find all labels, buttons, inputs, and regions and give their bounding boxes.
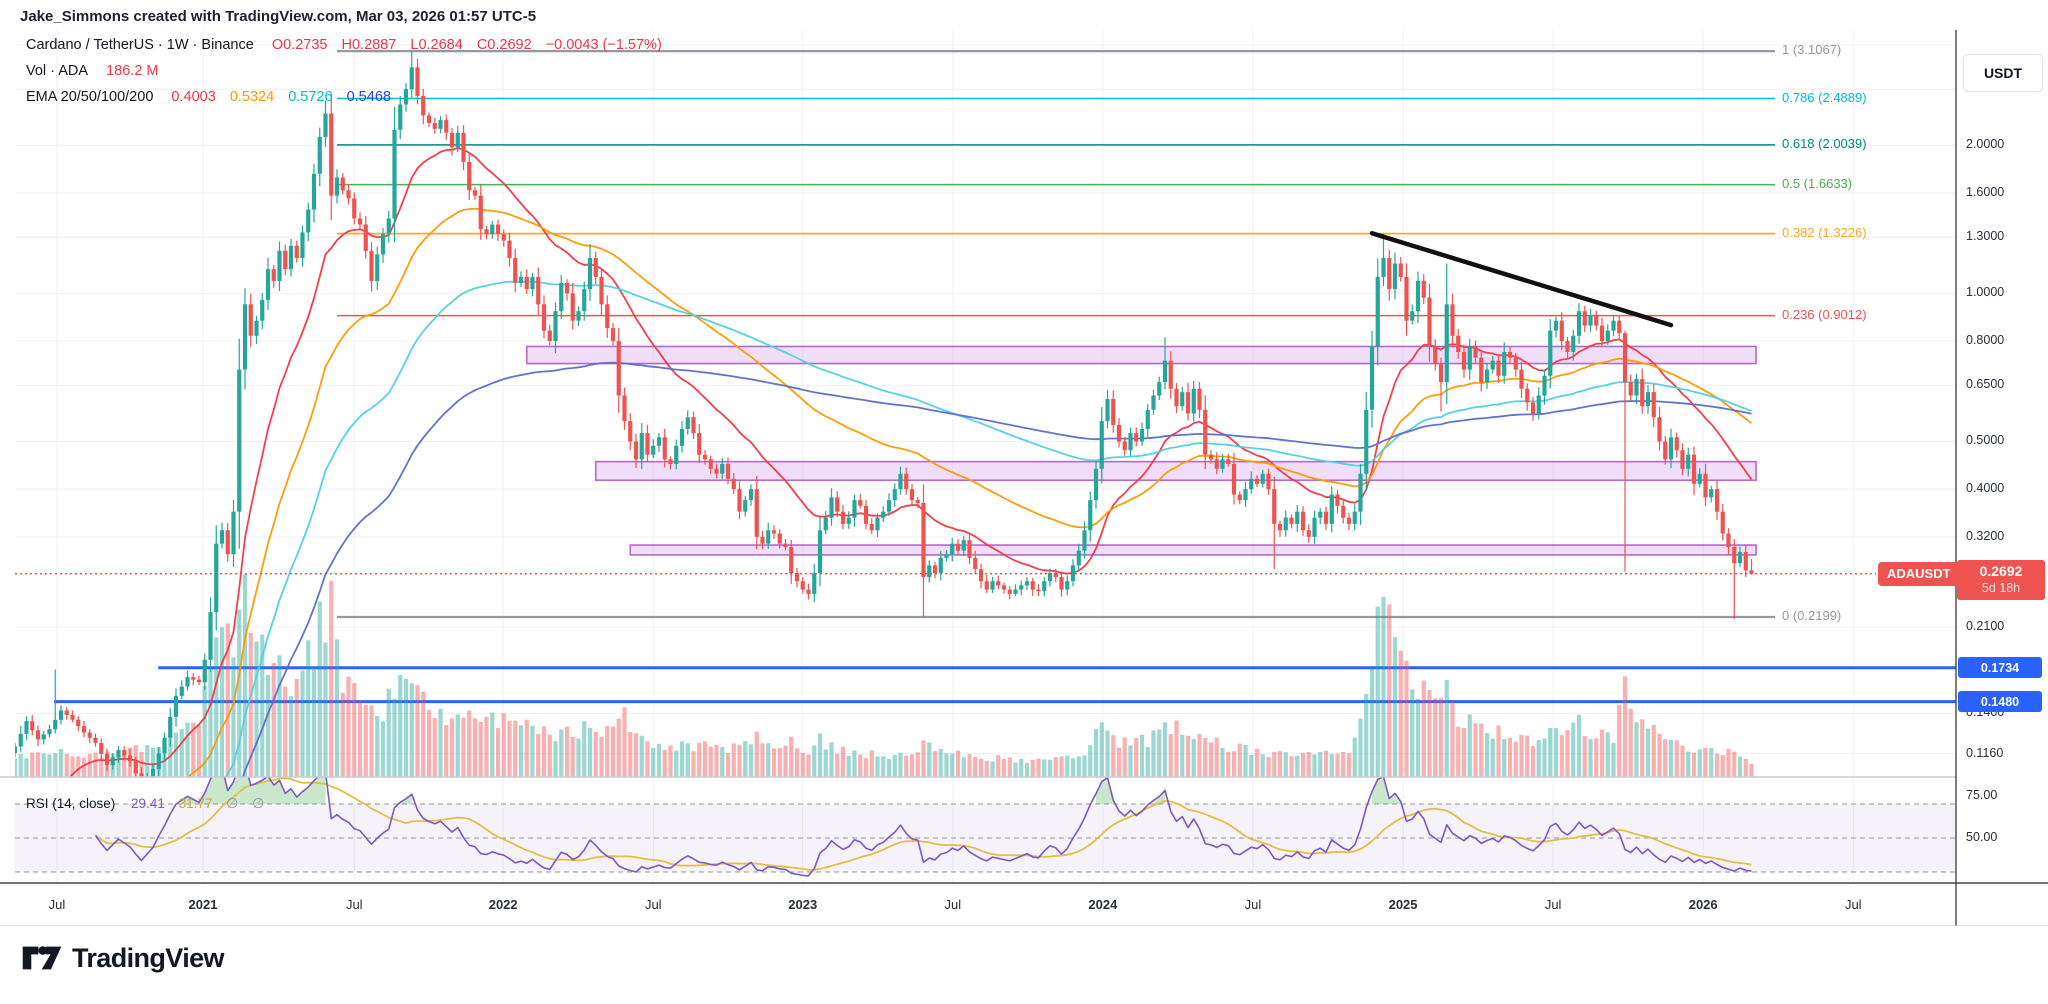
time-axis-label-2022: 2022: [488, 897, 518, 912]
last-price-symbol-label: ADAUSDT: [1878, 561, 1960, 586]
ema-20-value: 0.4003: [171, 89, 216, 105]
ema-50-value: 0.5324: [229, 89, 275, 105]
tradingview-logo-text: TradingView: [72, 942, 225, 973]
ema-legend-row: EMA 20/50/100/200 0.4003 0.5324 0.5726 0…: [26, 89, 401, 105]
attribution-text: Jake_Simmons created with TradingView.co…: [20, 8, 537, 25]
ema-label: EMA 20/50/100/200: [26, 89, 154, 105]
ohlc-close: C0.2692: [476, 37, 532, 53]
rsi-band-disabled-icon: ∅: [252, 795, 265, 811]
ohlc-low: L0.2684: [410, 37, 463, 53]
time-axis-label-Jul: Jul: [944, 897, 962, 912]
rsi-tick-label: 75.00: [1966, 787, 1998, 802]
price-tick-label: 1.6000: [1966, 184, 2005, 199]
price-tick-label: 0.2100: [1966, 618, 2005, 633]
ohlc-open: O0.2735: [271, 37, 328, 53]
fib-level-label-0.5: 0.5 (1.6633): [1782, 175, 1853, 191]
tradingview-logo[interactable]: TradingView: [22, 940, 225, 976]
ema-200-value: 0.5468: [346, 89, 391, 105]
fib-level-label-1: 1 (3.1067): [1782, 42, 1842, 58]
last-price-value: 0.2692: [1979, 562, 2023, 579]
time-axis-label-Jul: Jul: [1844, 897, 1862, 912]
price-tick-label: 0.5000: [1966, 433, 2005, 448]
currency-toggle-usdt[interactable]: USDT: [1963, 54, 2043, 92]
last-price-axis-badge: 0.2692 5d 18h: [1957, 559, 2045, 600]
fib-level-label-0.786: 0.786 (2.4889): [1782, 89, 1867, 105]
support-level-badge-2: 0.1480: [1958, 691, 2042, 713]
ohlc-high: H0.2887: [341, 37, 397, 53]
rsi-smoothing-disabled-icon: ∅: [226, 795, 239, 811]
symbol-title: Cardano / TetherUS · 1W · Binance: [26, 37, 254, 53]
tradingview-logo-mark: [22, 946, 62, 970]
price-tick-label: 0.8000: [1966, 333, 2005, 348]
time-axis-label-2023: 2023: [788, 897, 818, 912]
time-axis-label-Jul: Jul: [1244, 897, 1262, 912]
price-tick-label: 0.6500: [1966, 377, 2005, 392]
support-level-badge-1: 0.1734: [1958, 657, 2042, 679]
rsi-label: RSI (14, close): [26, 796, 116, 811]
time-axis-label-2026: 2026: [1688, 897, 1718, 912]
price-tick-label: 2.0000: [1966, 137, 2005, 152]
rsi-ma-value: 31.77: [178, 796, 213, 811]
price-tick-label: 0.1160: [1966, 745, 2004, 760]
time-axis-label-Jul: Jul: [644, 897, 662, 912]
time-axis-label-2024: 2024: [1088, 897, 1118, 912]
symbol-legend-row: Cardano / TetherUS · 1W · Binance O0.273…: [26, 37, 672, 53]
time-axis-label-Jul: Jul: [345, 897, 363, 912]
fib-level-label-0.236: 0.236 (0.9012): [1782, 306, 1867, 322]
price-tick-label: 1.0000: [1966, 285, 2005, 300]
time-axis-label-2021: 2021: [188, 897, 218, 912]
bar-countdown: 5d 18h: [1981, 580, 2021, 595]
time-axis-label-Jul: Jul: [1544, 897, 1562, 912]
volume-value: 186.2 M: [106, 63, 159, 79]
rsi-value: 29.41: [131, 796, 165, 811]
time-axis-label-2025: 2025: [1388, 897, 1418, 912]
rsi-legend-row: RSI (14, close) 29.41 31.77 ∅ ∅: [26, 795, 264, 812]
time-axis-label-Jul: Jul: [48, 897, 66, 912]
fib-level-label-0.618: 0.618 (2.0039): [1782, 135, 1867, 151]
price-tick-label: 0.3200: [1966, 528, 2005, 543]
fib-level-label-0.382: 0.382 (1.3226): [1782, 224, 1867, 240]
volume-legend-row: Vol · ADA 186.2 M: [26, 63, 169, 79]
rsi-tick-label: 50.00: [1966, 830, 1998, 844]
volume-label: Vol · ADA: [26, 63, 89, 79]
fib-level-label-0: 0 (0.2199): [1782, 608, 1842, 623]
ohlc-change: −0.0043 (−1.57%): [545, 37, 662, 53]
price-tick-label: 0.4000: [1966, 481, 2005, 496]
ema-100-value: 0.5726: [288, 89, 333, 105]
price-tick-label: 1.3000: [1966, 229, 2005, 244]
